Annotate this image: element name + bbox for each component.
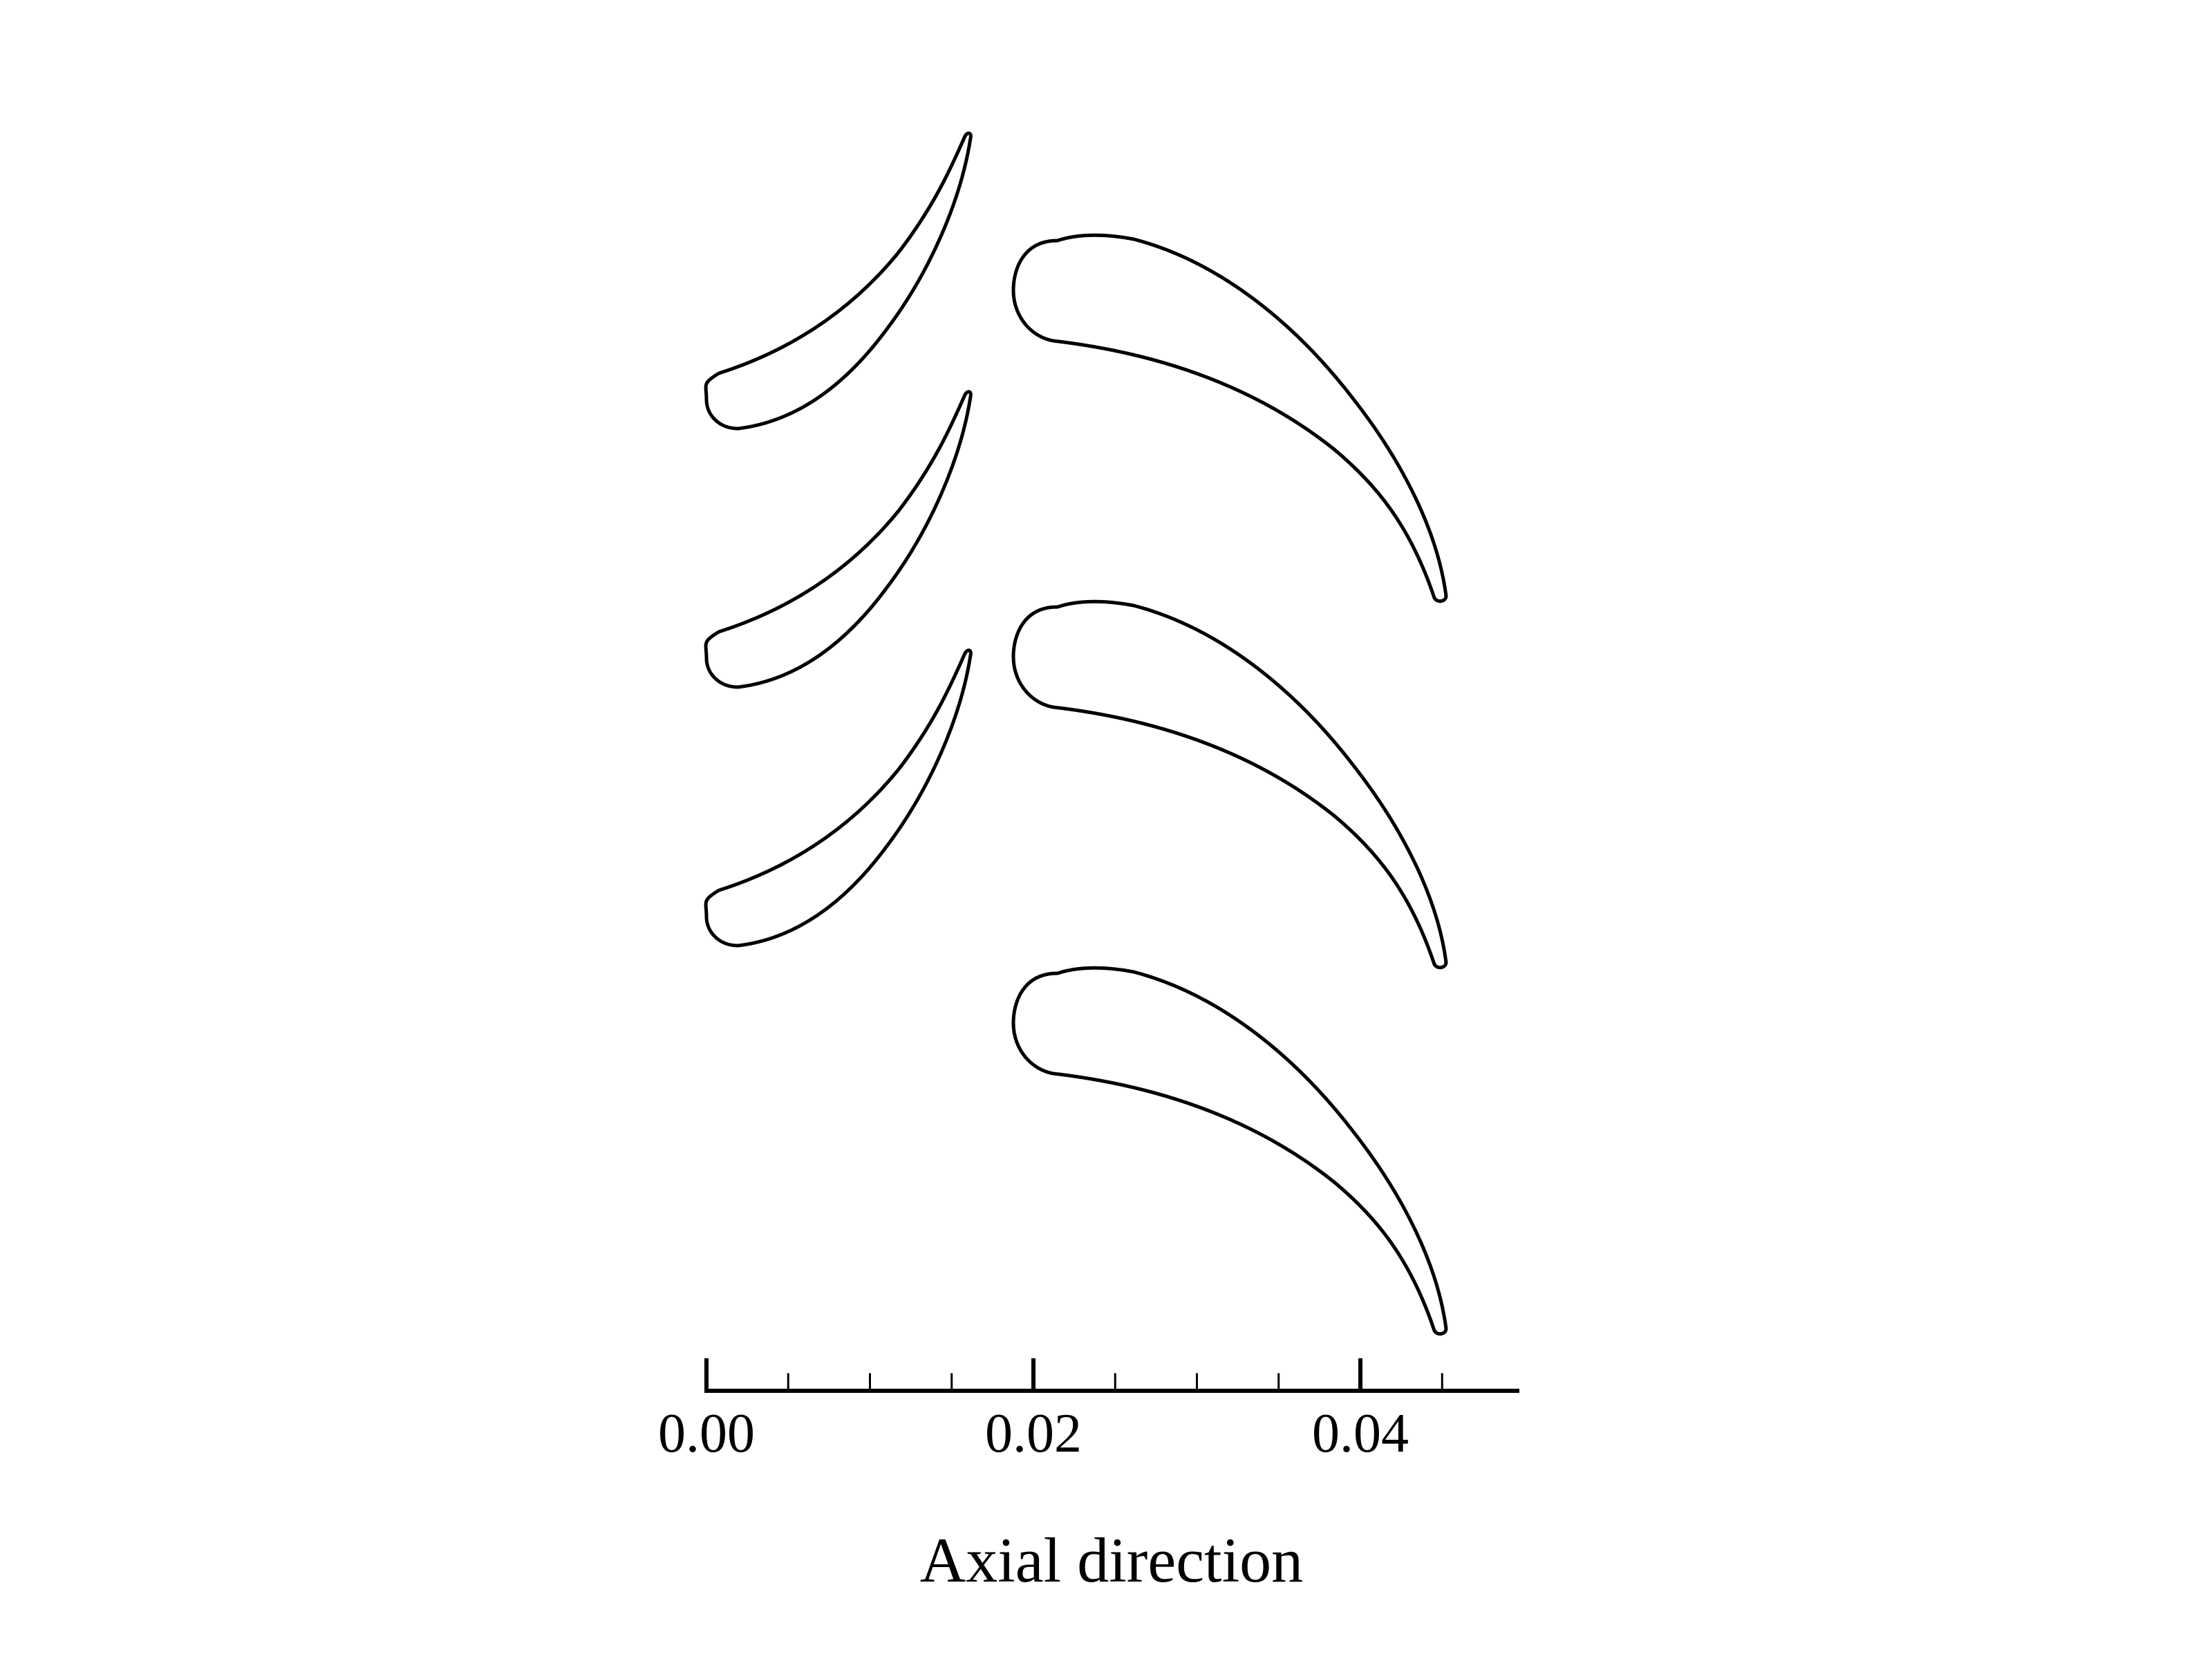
rotor-blade: [1013, 235, 1446, 601]
rotor-blade: [1013, 968, 1446, 1333]
x-axis-ticks: [704, 1358, 1443, 1393]
tick-label-2: 0.04: [1312, 1403, 1409, 1464]
rotor-row: [1013, 235, 1446, 1333]
stator-row: [706, 133, 971, 946]
stator-blade: [706, 133, 971, 429]
tick-label-1: 0.02: [985, 1403, 1082, 1464]
rotor-blade: [1013, 601, 1446, 967]
x-axis: 0.00 0.02 0.04 Axial direction: [658, 1358, 1519, 1595]
x-axis-title: Axial direction: [920, 1525, 1303, 1595]
stator-blade: [706, 392, 971, 687]
stator-blade: [706, 650, 971, 946]
tick-label-0: 0.00: [658, 1403, 755, 1464]
x-axis-tick-labels: 0.00 0.02 0.04: [658, 1403, 1409, 1464]
